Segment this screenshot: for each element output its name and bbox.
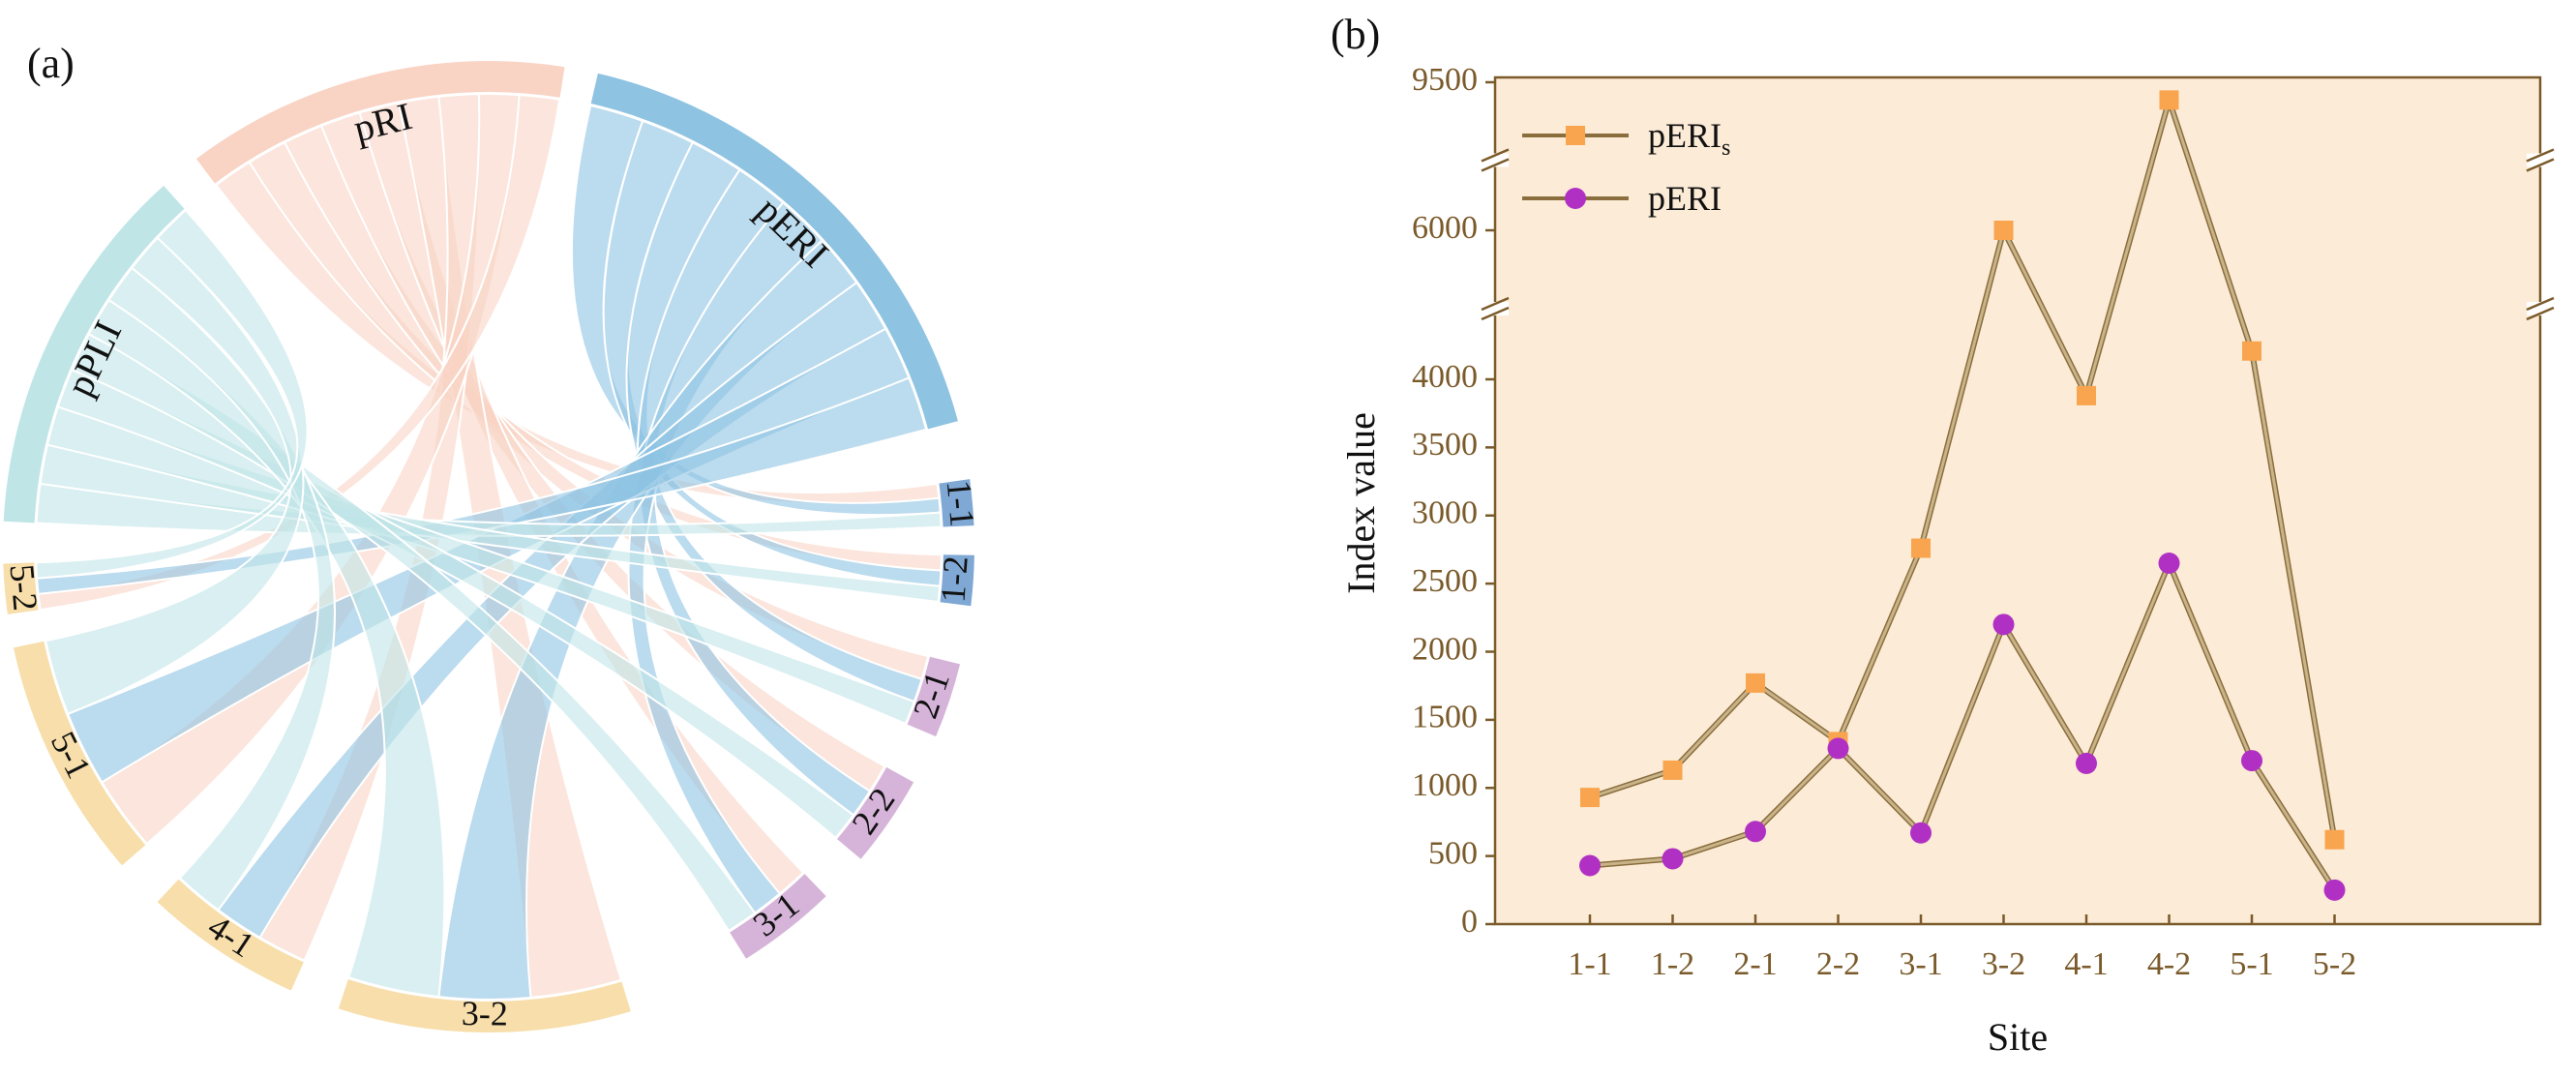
marker-peri-5-2: [2323, 879, 2346, 901]
x-tick-label-1-1: 1-1: [1568, 946, 1611, 982]
marker-peris-5-1: [2242, 341, 2261, 361]
chord-ribbon-ppli-5-2: [35, 208, 309, 580]
legend-label-peri: pERI: [1648, 179, 1722, 218]
legend-marker-square: [1566, 126, 1585, 145]
y-axis: 0 500 1000 1500 2000 2500 3000 3500 4000 6000 9500: [1412, 62, 2555, 940]
axis-break-gap-1-1: [2527, 153, 2554, 167]
y-tick-label-1000: 1000: [1412, 767, 1478, 803]
marker-peris-1-2: [1662, 760, 1683, 780]
y-axis-title: Index value: [1339, 412, 1383, 594]
chord-ribbon-ppli-5-1: [45, 236, 305, 716]
marker-peri-1-1: [1579, 854, 1601, 877]
chord-arc-peri: [590, 73, 958, 430]
x-tick-label-3-1: 3-1: [1899, 946, 1942, 982]
chord-label-1-1: 1-1: [940, 478, 982, 527]
chord-arc-2-2: [837, 766, 914, 859]
chord-ribbons: [35, 93, 943, 1001]
legend-marker-circle: [1565, 188, 1586, 209]
y-tick-label-6000: 6000: [1412, 210, 1478, 246]
plot-area: [1493, 75, 2542, 926]
marker-peris-1-1: [1580, 788, 1600, 808]
marker-peris-3-1: [1911, 538, 1931, 558]
marker-peri-2-1: [1745, 821, 1766, 843]
marker-peris-2-1: [1746, 673, 1765, 693]
x-tick-label-1-2: 1-2: [1651, 946, 1694, 982]
marker-peri-5-1: [2241, 750, 2262, 772]
x-tick-label-2-1: 2-1: [1733, 946, 1777, 982]
legend-label-peris-main: pERI: [1648, 116, 1722, 155]
chart-legend: pERIs pERI: [1522, 116, 1730, 218]
chord-arc-5-2: [3, 562, 39, 614]
axis-break-mark-0-1b: [2526, 306, 2555, 321]
axis-break-mark-0-0b: [1481, 306, 1510, 321]
chord-arc-5-1: [14, 641, 146, 866]
axis-break-mark-0-0a: [1481, 296, 1510, 312]
axis-break-mark-1-0b: [1481, 158, 1510, 172]
x-tick-label-2-2: 2-2: [1816, 946, 1860, 982]
marker-peri-3-2: [1992, 613, 2015, 636]
x-tick-label-5-2: 5-2: [2313, 946, 2356, 982]
axis-break-gap-0-0: [1482, 302, 1509, 315]
marker-peris-3-2: [1993, 221, 2014, 240]
y-tick-label-4000: 4000: [1412, 359, 1478, 395]
x-tick-label-5-1: 5-1: [2230, 946, 2273, 982]
marker-peri-2-2: [1827, 737, 1849, 760]
x-axis-title: Site: [1988, 1015, 2048, 1059]
y-tick-label-0: 0: [1461, 904, 1478, 940]
legend-label-peris: pERIs: [1648, 116, 1730, 161]
chord-label-5-2: 5-2: [3, 562, 45, 612]
chord-ribbon-pri-5-2: [37, 94, 561, 612]
x-tick-label-4-1: 4-1: [2064, 946, 2108, 982]
axis-break-mark-1-1a: [2526, 148, 2555, 163]
marker-peri-4-2: [2158, 553, 2180, 575]
y-tick-label-500: 500: [1428, 835, 1478, 871]
x-tick-label-4-2: 4-2: [2147, 946, 2191, 982]
axis-break-gap-0-1: [2527, 302, 2554, 315]
series-lines: [1589, 90, 2338, 892]
chord-arc-1-1: [939, 479, 974, 527]
chord-arc-pri: [195, 61, 565, 184]
x-axis: 1-1 1-2 2-1 2-2 3-1 3-2 4-1 4-2 5-1 5-2: [1568, 914, 2356, 982]
chord-arc-3-1: [730, 874, 826, 959]
axis-break-mark-1-0a: [1481, 148, 1510, 163]
y-tick-label-3000: 3000: [1412, 495, 1478, 531]
chord-label-1-2: 1-2: [933, 554, 974, 604]
chord-arc-ppli: [3, 185, 185, 524]
chord-label-3-2: 3-2: [462, 994, 508, 1032]
series-markers: [1579, 90, 2346, 901]
marker-peri-1-2: [1662, 848, 1684, 870]
line-chart: 0 500 1000 1500 2000 2500 3000 3500 4000 6000 9500…: [1339, 62, 2555, 1059]
chord-arc-4-1: [157, 879, 304, 991]
marker-peris-5-2: [2324, 829, 2345, 850]
y-tick-label-3500: 3500: [1412, 427, 1478, 463]
series-line-0: [1589, 95, 2336, 840]
panel-a-label: (a): [27, 40, 75, 87]
marker-peris-4-1: [2077, 385, 2096, 405]
y-tick-label-2000: 2000: [1412, 631, 1478, 667]
series-line-1: [1589, 559, 2336, 891]
axis-break-gap-1-0: [1482, 153, 1509, 167]
chord-arc-3-2: [338, 979, 631, 1033]
legend-label-peris-sub: s: [1722, 135, 1730, 161]
y-tick-label-2500: 2500: [1412, 563, 1478, 599]
axis-break-mark-1-1b: [2526, 158, 2555, 172]
y-tick-label-1500: 1500: [1412, 700, 1478, 735]
chord-arc-2-1: [907, 656, 961, 737]
marker-peris-4-2: [2159, 90, 2179, 110]
panel-b-label: (b): [1331, 11, 1380, 58]
x-tick-label-3-2: 3-2: [1982, 946, 2025, 982]
chord-ribbon-peri-5-2: [36, 376, 928, 595]
y-tick-label-9500: 9500: [1412, 62, 1478, 98]
marker-peri-3-1: [1910, 822, 1932, 844]
marker-peri-4-1: [2076, 752, 2097, 774]
chord-arc-1-2: [940, 554, 974, 607]
chord-group-arcs: [3, 61, 974, 1033]
axis-break-mark-0-1a: [2526, 296, 2555, 312]
